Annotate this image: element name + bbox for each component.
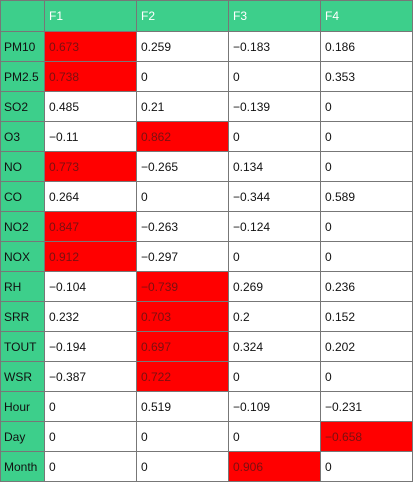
loading-cell-f2: 0.722 [136, 361, 229, 392]
loading-cell-f4: 0 [320, 241, 413, 272]
loading-cell-f3: 0 [228, 241, 321, 272]
header-f4: F4 [320, 0, 413, 32]
loading-cell-f2: 0 [136, 181, 229, 212]
loading-cell-f2: 0 [136, 421, 229, 452]
loading-cell-f1: 0.264 [44, 181, 137, 212]
loading-cell-f3: 0.134 [228, 151, 321, 182]
table-header-row: F1 F2 F3 F4 [0, 0, 413, 32]
loading-cell-f2: 0.519 [136, 391, 229, 422]
loading-cell-f3: 0 [228, 421, 321, 452]
loading-cell-f2: 0.862 [136, 121, 229, 152]
loading-cell-f2: 0.259 [136, 31, 229, 62]
loading-cell-f3: −0.344 [228, 181, 321, 212]
header-f3: F3 [228, 0, 321, 32]
loading-cell-f2: −0.739 [136, 271, 229, 302]
row-label: Hour [0, 391, 45, 422]
loading-cell-f1: −0.104 [44, 271, 137, 302]
loading-cell-f1: 0.232 [44, 301, 137, 332]
row-label: SO2 [0, 91, 45, 122]
loading-cell-f3: 0.2 [228, 301, 321, 332]
table-row: RH −0.104 −0.739 0.269 0.236 [0, 271, 413, 302]
loading-cell-f2: 0.697 [136, 331, 229, 362]
loading-cell-f2: 0.703 [136, 301, 229, 332]
loading-cell-f4: 0 [320, 451, 413, 482]
header-f2: F2 [136, 0, 229, 32]
header-f1: F1 [44, 0, 137, 32]
loading-cell-f1: 0 [44, 391, 137, 422]
loading-cell-f4: 0.353 [320, 61, 413, 92]
loading-cell-f4: 0.202 [320, 331, 413, 362]
loading-cell-f3: 0.906 [228, 451, 321, 482]
loading-cell-f1: −0.194 [44, 331, 137, 362]
loading-cell-f1: 0.847 [44, 211, 137, 242]
loading-cell-f3: −0.124 [228, 211, 321, 242]
loading-cell-f3: 0 [228, 361, 321, 392]
table-row: CO 0.264 0 −0.344 0.589 [0, 181, 413, 212]
loading-cell-f1: −0.11 [44, 121, 137, 152]
table-row: PM2.5 0.738 0 0 0.353 [0, 61, 413, 92]
table-row: Day 0 0 0 −0.658 [0, 421, 413, 452]
loading-cell-f1: 0 [44, 451, 137, 482]
loading-cell-f3: 0.324 [228, 331, 321, 362]
loading-cell-f1: −0.387 [44, 361, 137, 392]
loading-cell-f1: 0.773 [44, 151, 137, 182]
row-label: WSR [0, 361, 45, 392]
loading-cell-f3: 0.269 [228, 271, 321, 302]
loading-cell-f2: −0.265 [136, 151, 229, 182]
loading-cell-f3: −0.109 [228, 391, 321, 422]
row-label: PM2.5 [0, 61, 45, 92]
loading-cell-f4: 0 [320, 211, 413, 242]
loading-cell-f4: 0 [320, 121, 413, 152]
table-row: Month 0 0 0.906 0 [0, 451, 413, 482]
loading-cell-f4: 0 [320, 361, 413, 392]
loading-cell-f4: 0 [320, 151, 413, 182]
row-label: RH [0, 271, 45, 302]
loading-cell-f3: −0.139 [228, 91, 321, 122]
table-row: NOX 0.912 −0.297 0 0 [0, 241, 413, 272]
table-row: O3 −0.11 0.862 0 0 [0, 121, 413, 152]
header-corner-cell [0, 0, 45, 32]
table-row: SRR 0.232 0.703 0.2 0.152 [0, 301, 413, 332]
loading-cell-f2: 0 [136, 61, 229, 92]
loading-cell-f4: 0.236 [320, 271, 413, 302]
loading-cell-f2: 0 [136, 451, 229, 482]
table-row: Hour 0 0.519 −0.109 −0.231 [0, 391, 413, 422]
row-label: NO [0, 151, 45, 182]
table-row: PM10 0.673 0.259 −0.183 0.186 [0, 31, 413, 62]
loading-cell-f4: 0 [320, 91, 413, 122]
table-row: SO2 0.485 0.21 −0.139 0 [0, 91, 413, 122]
loading-cell-f3: −0.183 [228, 31, 321, 62]
loading-cell-f1: 0.912 [44, 241, 137, 272]
loading-cell-f4: 0.152 [320, 301, 413, 332]
loading-cell-f4: −0.658 [320, 421, 413, 452]
row-label: CO [0, 181, 45, 212]
loading-cell-f3: 0 [228, 61, 321, 92]
row-label: Day [0, 421, 45, 452]
loading-cell-f2: −0.297 [136, 241, 229, 272]
loading-cell-f3: 0 [228, 121, 321, 152]
loading-cell-f4: −0.231 [320, 391, 413, 422]
loading-cell-f1: 0 [44, 421, 137, 452]
table-row: TOUT −0.194 0.697 0.324 0.202 [0, 331, 413, 362]
table-row: NO2 0.847 −0.263 −0.124 0 [0, 211, 413, 242]
loading-cell-f2: −0.263 [136, 211, 229, 242]
table-row: NO 0.773 −0.265 0.134 0 [0, 151, 413, 182]
loading-cell-f1: 0.738 [44, 61, 137, 92]
row-label: Month [0, 451, 45, 482]
row-label: NOX [0, 241, 45, 272]
row-label: O3 [0, 121, 45, 152]
loading-cell-f4: 0.589 [320, 181, 413, 212]
row-label: NO2 [0, 211, 45, 242]
table-body: PM10 0.673 0.259 −0.183 0.186 PM2.5 0.738 0 0 0.3… [0, 31, 413, 482]
row-label: PM10 [0, 31, 45, 62]
loading-cell-f2: 0.21 [136, 91, 229, 122]
loading-cell-f1: 0.673 [44, 31, 137, 62]
loading-cell-f1: 0.485 [44, 91, 137, 122]
table-row: WSR −0.387 0.722 0 0 [0, 361, 413, 392]
row-label: TOUT [0, 331, 45, 362]
row-label: SRR [0, 301, 45, 332]
loading-cell-f4: 0.186 [320, 31, 413, 62]
